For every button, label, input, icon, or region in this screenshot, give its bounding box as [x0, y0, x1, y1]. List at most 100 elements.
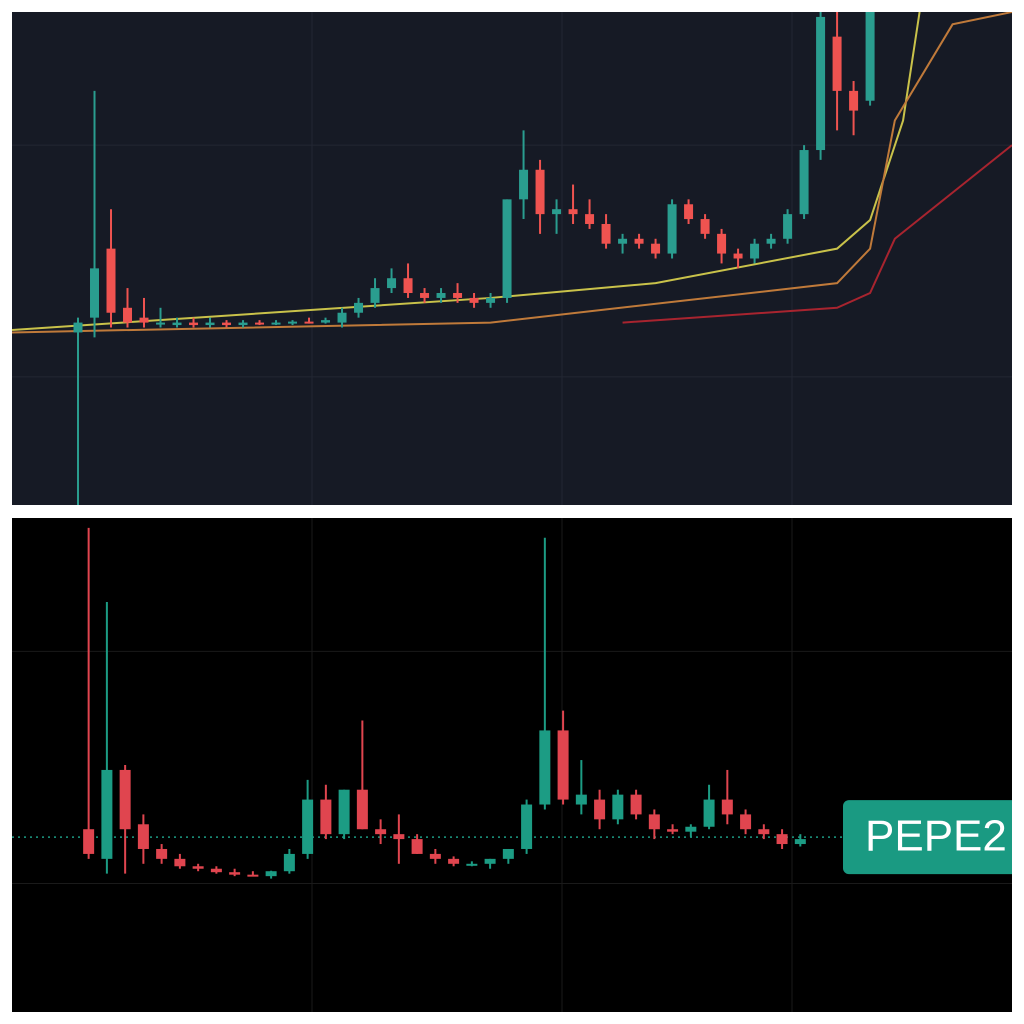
candle-body [192, 866, 204, 869]
candle-body [585, 214, 595, 224]
candle-body [634, 238, 644, 244]
candle-body [453, 293, 463, 298]
candle-body [758, 829, 770, 835]
candle-body [486, 297, 496, 303]
candle-body [776, 834, 788, 845]
candle-body [172, 322, 182, 326]
candle-body [521, 804, 533, 849]
candle-body [189, 322, 199, 326]
candle-body [740, 814, 752, 830]
candle-body [222, 322, 232, 326]
candle-body [119, 769, 131, 830]
candle-body [448, 858, 460, 864]
candle-body [156, 322, 166, 325]
candle-body [83, 829, 95, 854]
candle-body [271, 322, 281, 325]
candle-body [630, 794, 642, 815]
candle-body [283, 853, 295, 872]
candle-body [304, 321, 314, 324]
candle-body [288, 321, 298, 324]
candle-body [750, 243, 760, 259]
candle-body [832, 36, 842, 91]
candle-body [139, 317, 149, 323]
candle-body [794, 839, 806, 845]
moving-average-line [12, 12, 1012, 334]
candle-body [799, 150, 809, 215]
candle-body [238, 322, 248, 326]
panel: PEPE2 [12, 518, 1012, 1012]
candle-body [411, 839, 423, 854]
candle-body [337, 312, 347, 323]
plot-area [12, 12, 1012, 505]
candle-body [766, 238, 776, 244]
candle-body [123, 307, 133, 323]
candle-body [733, 253, 743, 259]
candle-body [101, 769, 113, 859]
candle-body [205, 322, 215, 326]
candle-body [370, 288, 380, 303]
candle-body [90, 268, 100, 318]
candle-body [156, 848, 168, 859]
panel [12, 12, 1012, 505]
candle-body [865, 12, 875, 101]
price-tag-label: PEPE2 [865, 812, 1007, 861]
candle-body [849, 90, 859, 111]
candle-body [356, 789, 368, 830]
candle-body [137, 824, 149, 849]
candle-body [436, 293, 446, 298]
candle-body [229, 872, 241, 875]
plot-area: PEPE2 [12, 518, 1012, 1012]
candle-body [73, 322, 83, 333]
candle-body [302, 799, 314, 854]
candle-body [469, 297, 479, 303]
candle-body [321, 320, 331, 323]
candle-body [247, 874, 259, 877]
candle-body [502, 848, 514, 859]
panel-background [12, 12, 1012, 505]
candle-body [255, 322, 265, 325]
candle-body [783, 214, 793, 239]
candle-body [684, 204, 694, 220]
candle-body [393, 834, 405, 840]
candle-body [338, 789, 350, 835]
candle-body [648, 814, 660, 830]
candle-body [484, 858, 496, 864]
candle-body [594, 799, 606, 820]
candle-body [502, 199, 512, 298]
price-tag [843, 800, 1012, 875]
candle-body [539, 730, 551, 805]
candle-body [519, 169, 529, 200]
candle-body [552, 209, 562, 215]
candle-body [667, 204, 677, 254]
candle-body [106, 248, 116, 313]
candle-body [601, 223, 611, 244]
candle-body [375, 829, 387, 835]
candle-body [721, 799, 733, 815]
candle-body [703, 799, 715, 827]
candle-body [320, 799, 332, 835]
candle-body [568, 209, 578, 215]
candle-body [717, 233, 727, 254]
candle-body [535, 169, 545, 215]
candle-body [700, 219, 710, 234]
candle-body [618, 238, 628, 244]
candle-body [466, 863, 478, 866]
candle-body [429, 853, 441, 859]
candle-body [354, 302, 364, 313]
moving-average-line [622, 144, 1012, 324]
candle-body [174, 858, 186, 867]
candle-body [557, 730, 569, 800]
candle-body [210, 868, 222, 873]
candle-body [265, 871, 277, 877]
candle-body [651, 243, 661, 254]
candle-body [612, 794, 624, 820]
panel-background [12, 518, 1012, 1012]
candle-body [387, 278, 397, 289]
candle-body [685, 826, 697, 832]
candle-body [667, 829, 679, 832]
candle-body [420, 293, 430, 298]
candle-body [575, 794, 587, 805]
candle-body [816, 16, 826, 151]
